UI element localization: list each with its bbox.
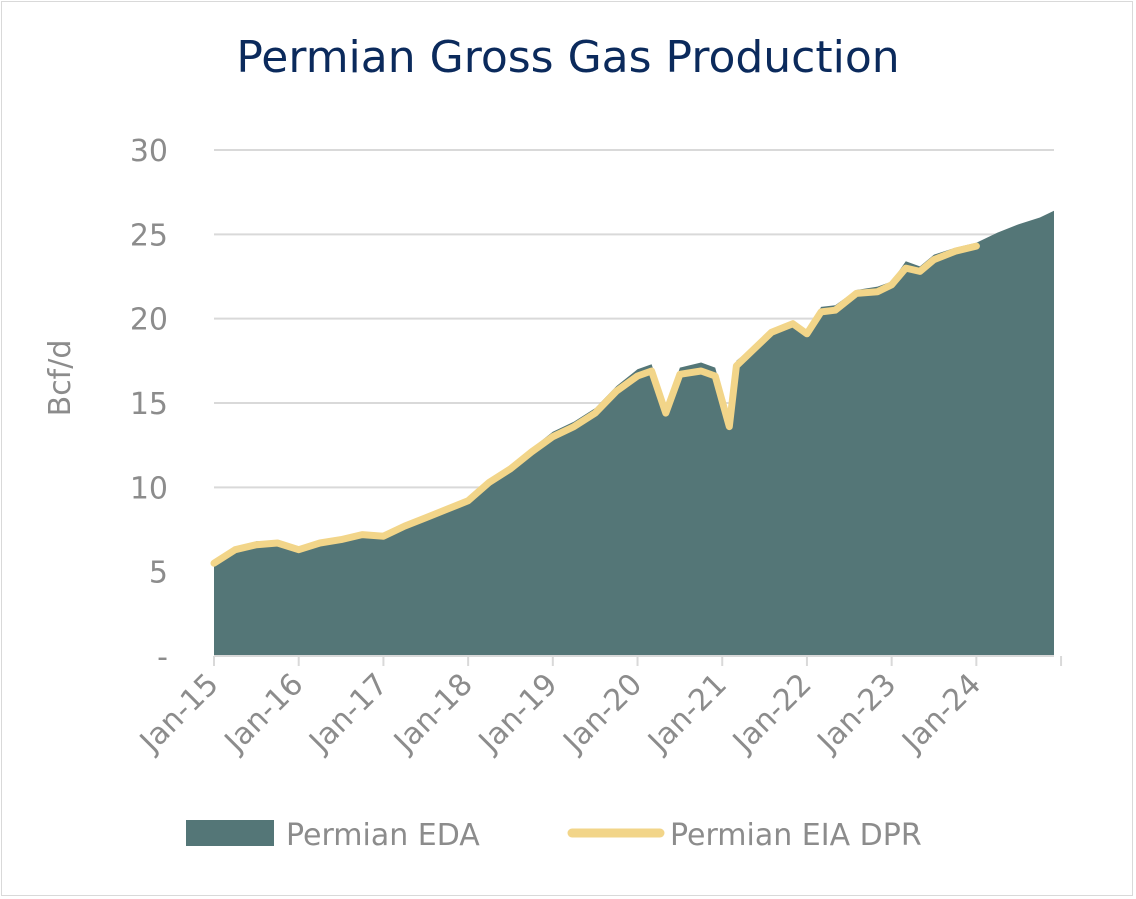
x-tick-label: Jan-21	[640, 667, 734, 761]
y-tick-label: 10	[130, 471, 168, 506]
x-tick-label: Jan-17	[302, 667, 396, 761]
y-tick-label: 30	[130, 134, 168, 169]
y-tick-label: 5	[149, 556, 168, 591]
legend: Permian EDA Permian EIA DPR	[186, 818, 922, 853]
y-tick-label: 15	[130, 387, 168, 422]
plot-area	[210, 210, 1054, 656]
x-axis: Jan-15Jan-16Jan-17Jan-18Jan-19Jan-20Jan-…	[132, 655, 1063, 761]
chart-title: Permian Gross Gas Production	[236, 32, 900, 83]
y-tick-label: -	[157, 640, 168, 675]
y-axis: - 5 10 15 20 25 30	[130, 134, 168, 675]
x-tick-label: Jan-16	[217, 667, 311, 761]
x-tick-label: Jan-15	[132, 667, 226, 761]
series-line-permian-eia-dpr	[210, 242, 980, 567]
x-tick-label: Jan-20	[556, 667, 650, 761]
x-tick-label: Jan-23	[810, 667, 904, 761]
series-area-permian-eda	[214, 210, 1054, 656]
x-tick-label: Jan-18	[386, 667, 480, 761]
y-axis-label: Bcf/d	[43, 340, 78, 417]
y-tick-label: 20	[130, 303, 168, 338]
x-tick-label: Jan-19	[471, 667, 565, 761]
legend-label-permian-eda: Permian EDA	[286, 818, 480, 853]
legend-swatch-permian-eda	[186, 820, 274, 846]
x-tick-label: Jan-24	[894, 667, 988, 761]
legend-label-permian-eia-dpr: Permian EIA DPR	[670, 818, 922, 853]
y-tick-label: 25	[130, 218, 168, 253]
x-tick-label: Jan-22	[725, 667, 819, 761]
